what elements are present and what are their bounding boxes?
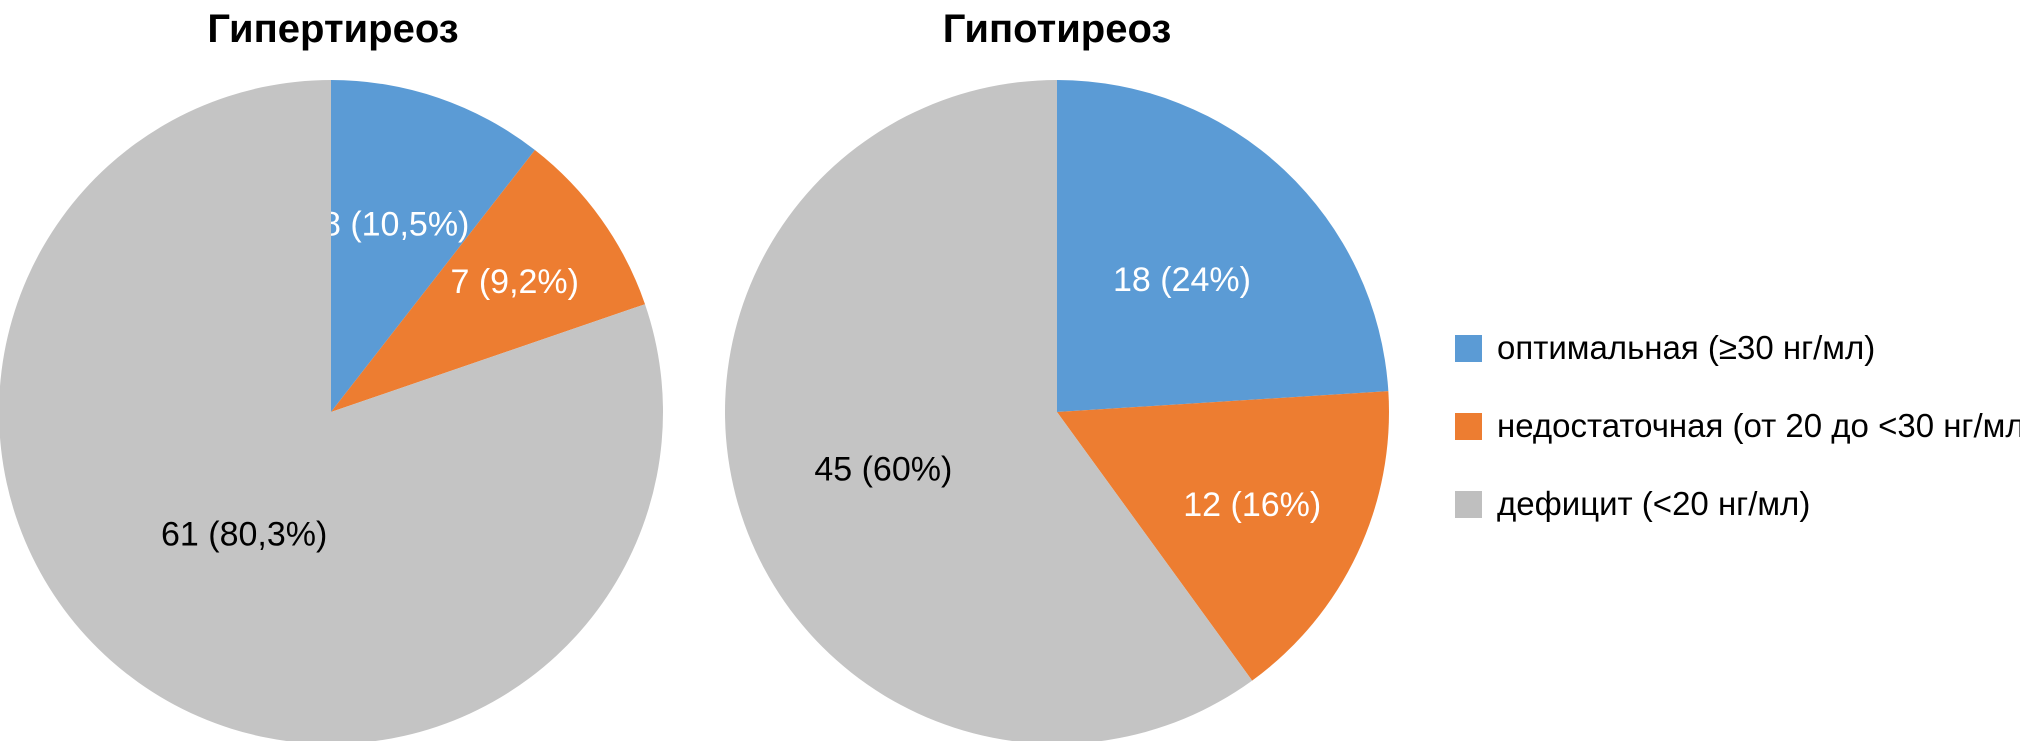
legend-label-insufficient: недостаточная (от 20 до <30 нг/мл) xyxy=(1497,407,2020,444)
data-label-hypothyroidism-deficiency: 45 (60%) xyxy=(814,450,952,488)
data-label-hyperthyroidism-insufficient: 7 (9,2%) xyxy=(450,263,579,301)
pie-chart-hyperthyroidism: 8 (10,5%) 7 (9,2%) 61 (80,3%) xyxy=(0,80,663,741)
chart-title-hypothyroidism: Гипотиреоз xyxy=(943,7,1172,51)
legend: оптимальная (≥30 нг/мл) недостаточная (от… xyxy=(1455,329,2020,522)
pie-slice-hypothyroidism-optimal xyxy=(1057,80,1389,412)
legend-swatch-optimal xyxy=(1455,335,1482,362)
pie-slice-hyperthyroidism-optimal xyxy=(331,80,535,412)
pie-slice-hyperthyroidism-insufficient xyxy=(331,150,646,412)
legend-swatch-deficiency xyxy=(1455,491,1482,518)
legend-label-deficiency: дефицит (<20 нг/мл) xyxy=(1497,485,1810,522)
pie-slice-hypothyroidism-insufficient xyxy=(1057,391,1389,681)
data-label-hypothyroidism-optimal: 18 (24%) xyxy=(1113,261,1251,299)
pie-slice-hyperthyroidism-deficiency xyxy=(0,80,663,741)
data-label-hyperthyroidism-optimal: 8 (10,5%) xyxy=(322,206,469,244)
chart-title-hyperthyroidism: Гипертиреоз xyxy=(207,7,458,51)
pie-chart-hypothyroidism: 18 (24%) 12 (16%) 45 (60%) xyxy=(725,80,1389,741)
data-label-hypothyroidism-insufficient: 12 (16%) xyxy=(1183,486,1321,524)
data-label-hyperthyroidism-deficiency: 61 (80,3%) xyxy=(161,516,327,554)
legend-label-optimal: оптимальная (≥30 нг/мл) xyxy=(1497,329,1875,366)
legend-swatch-insufficient xyxy=(1455,413,1482,440)
pie-slice-hypothyroidism-deficiency xyxy=(725,80,1253,741)
